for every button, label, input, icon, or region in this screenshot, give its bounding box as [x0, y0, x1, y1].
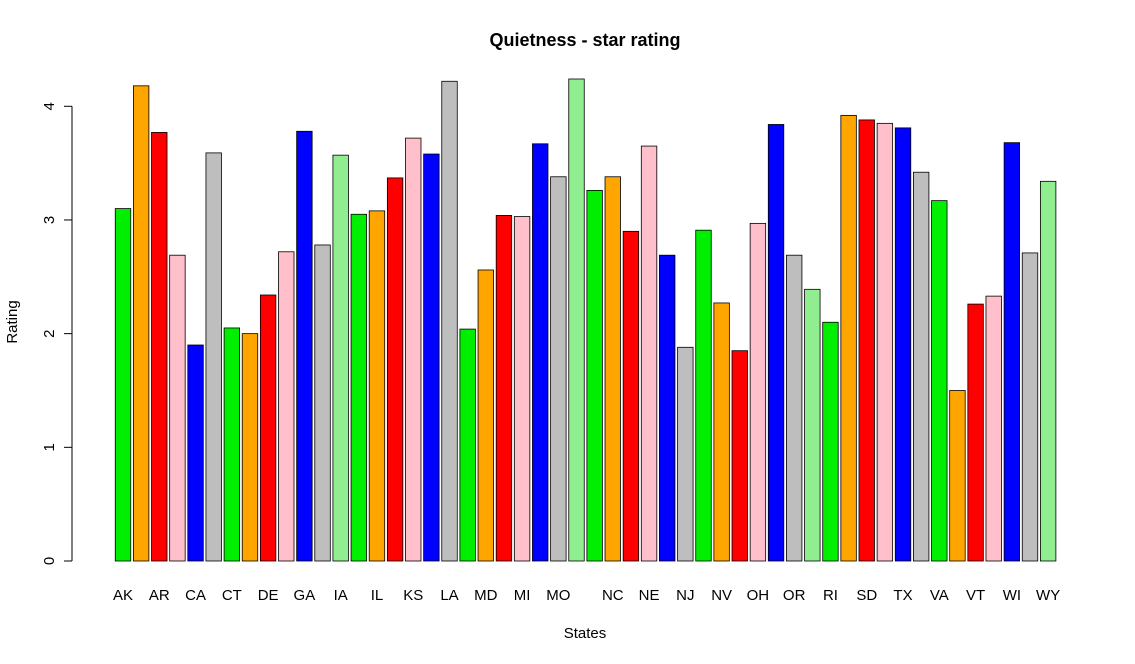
x-tick-label: NJ	[676, 587, 694, 604]
x-tick-label: OH	[747, 587, 770, 604]
bar	[296, 130, 313, 562]
x-tick-label: NE	[639, 587, 660, 604]
bar	[876, 122, 894, 562]
y-axis-label: Rating	[4, 300, 21, 343]
bar	[967, 303, 984, 562]
x-tick-label: CA	[185, 587, 206, 604]
chart-title: Quietness - star rating	[489, 30, 680, 50]
bar	[513, 216, 531, 562]
bar	[659, 254, 676, 562]
bar	[604, 176, 621, 562]
y-tick-label: 4	[41, 102, 58, 110]
x-tick-label: AR	[149, 587, 170, 604]
bar	[132, 85, 150, 562]
bar	[405, 137, 422, 562]
x-tick-label: KS	[403, 587, 423, 604]
bar	[767, 124, 785, 562]
bar	[985, 295, 1002, 562]
x-tick-label: IL	[371, 587, 384, 604]
x-tick-label: AK	[113, 587, 133, 604]
y-tick-label: 1	[41, 443, 58, 451]
bar	[223, 327, 240, 562]
bar	[931, 200, 948, 562]
x-tick-label: LA	[440, 587, 458, 604]
bar	[386, 177, 404, 562]
bar	[840, 114, 857, 562]
bar	[586, 190, 603, 562]
bar	[822, 321, 839, 562]
bar	[332, 154, 349, 562]
bar	[894, 127, 912, 562]
bar	[169, 254, 186, 562]
bar	[241, 333, 259, 562]
x-tick-label: GA	[294, 587, 316, 604]
y-tick-label: 0	[41, 557, 58, 565]
bar	[278, 251, 295, 562]
x-tick-label: DE	[258, 587, 279, 604]
x-tick-label: TX	[893, 587, 912, 604]
x-axis-label: States	[564, 625, 607, 642]
bar	[423, 153, 440, 562]
x-tick-label: RI	[823, 587, 838, 604]
x-tick-label: VT	[966, 587, 985, 604]
bar	[1021, 252, 1039, 562]
bar	[713, 302, 730, 562]
bar	[622, 230, 640, 562]
bar	[786, 254, 803, 562]
bar	[550, 176, 567, 562]
bar	[731, 350, 748, 562]
x-tick-label: MI	[514, 587, 531, 604]
bar	[532, 143, 549, 562]
x-tick-label: CT	[222, 587, 242, 604]
bar	[1039, 180, 1057, 562]
bar	[677, 346, 694, 562]
bar	[441, 80, 458, 562]
bar	[749, 222, 767, 562]
x-tick-label: WY	[1036, 587, 1060, 604]
bar	[114, 208, 132, 562]
bar	[151, 132, 168, 562]
bar	[913, 171, 930, 562]
y-tick-label: 3	[41, 216, 58, 224]
x-tick-label: MO	[546, 587, 570, 604]
bar	[949, 390, 966, 562]
bar	[495, 215, 513, 562]
bar	[459, 328, 476, 562]
y-tick-label: 2	[41, 329, 58, 337]
x-tick-label: NV	[711, 587, 732, 604]
bar	[205, 152, 222, 562]
x-tick-label: MD	[474, 587, 497, 604]
bar	[568, 78, 585, 562]
x-tick-label: SD	[856, 587, 877, 604]
bar	[259, 294, 277, 562]
bar	[368, 210, 386, 562]
x-tick-label: OR	[783, 587, 806, 604]
bar	[695, 229, 712, 562]
x-tick-label: VA	[930, 587, 949, 604]
bar	[1003, 142, 1021, 562]
bar	[350, 213, 367, 562]
x-tick-label: WI	[1003, 587, 1021, 604]
bar	[804, 288, 821, 562]
bar	[858, 119, 875, 562]
bar	[187, 344, 204, 562]
x-tick-label: NC	[602, 587, 624, 604]
x-tick-label: IA	[334, 587, 348, 604]
bar	[640, 145, 658, 562]
bar	[477, 269, 494, 562]
bar	[314, 244, 331, 562]
